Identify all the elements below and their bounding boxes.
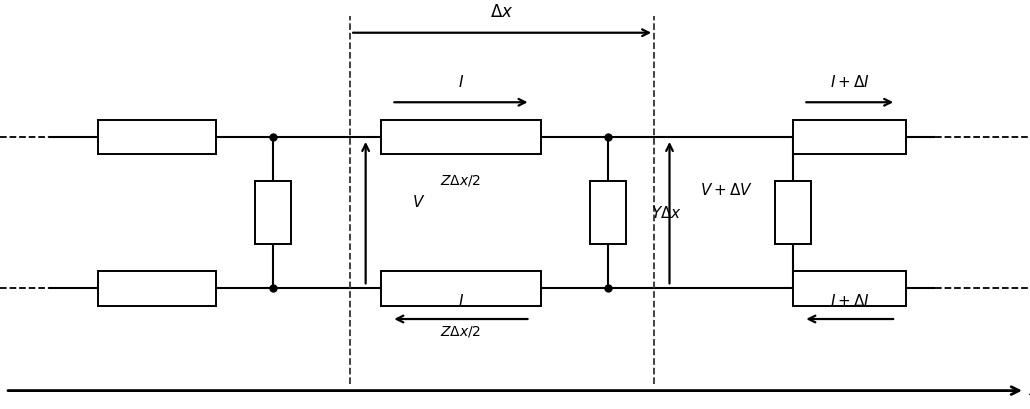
Text: $I$: $I$	[458, 74, 464, 90]
Text: $I$: $I$	[458, 292, 464, 309]
Text: $V$: $V$	[412, 194, 425, 211]
Text: $Y\Delta x$: $Y\Delta x$	[651, 204, 683, 221]
Text: $x$: $x$	[1028, 384, 1030, 398]
Text: $I+\Delta I$: $I+\Delta I$	[830, 74, 869, 90]
Bar	[793, 119, 906, 154]
Text: $Z\Delta x/2$: $Z\Delta x/2$	[441, 173, 481, 188]
Bar	[98, 271, 216, 306]
Text: $\Delta x$: $\Delta x$	[490, 4, 514, 21]
Bar	[381, 271, 541, 306]
Bar	[98, 119, 216, 154]
Bar	[381, 119, 541, 154]
Bar	[776, 181, 812, 245]
Text: $V+\Delta V$: $V+\Delta V$	[700, 182, 753, 198]
Bar	[589, 181, 626, 245]
Bar	[255, 181, 290, 245]
Bar	[793, 271, 906, 306]
Text: $I+\Delta I$: $I+\Delta I$	[830, 292, 869, 309]
Text: $Z\Delta x/2$: $Z\Delta x/2$	[441, 324, 481, 339]
